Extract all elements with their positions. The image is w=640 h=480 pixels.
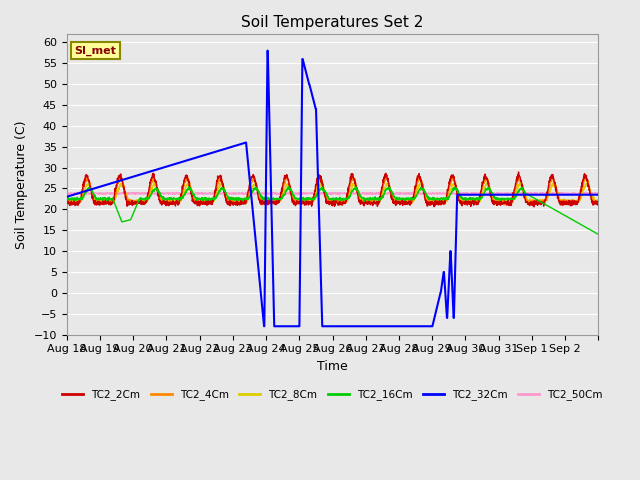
Title: Soil Temperatures Set 2: Soil Temperatures Set 2 xyxy=(241,15,424,30)
Y-axis label: Soil Temperature (C): Soil Temperature (C) xyxy=(15,120,28,249)
Text: SI_met: SI_met xyxy=(75,46,116,56)
Legend: TC2_2Cm, TC2_4Cm, TC2_8Cm, TC2_16Cm, TC2_32Cm, TC2_50Cm: TC2_2Cm, TC2_4Cm, TC2_8Cm, TC2_16Cm, TC2… xyxy=(58,385,607,405)
X-axis label: Time: Time xyxy=(317,360,348,373)
